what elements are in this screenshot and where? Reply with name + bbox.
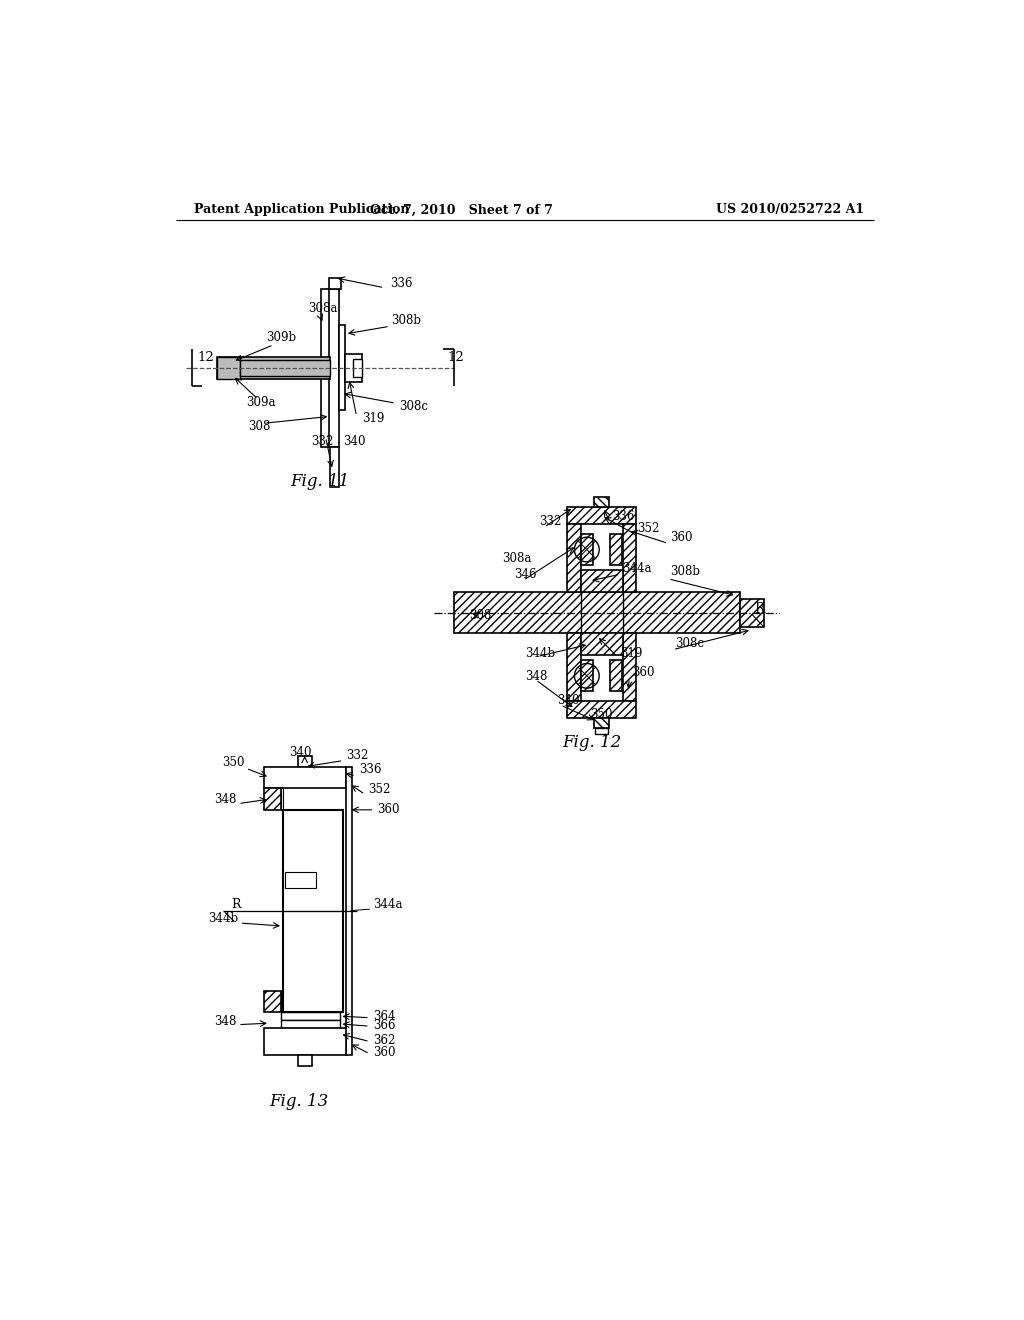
Bar — [217, 358, 241, 379]
Bar — [567, 634, 582, 701]
Bar — [281, 1020, 340, 1028]
Bar — [339, 326, 345, 411]
Bar — [329, 277, 341, 289]
Bar — [346, 767, 352, 1056]
Text: 332: 332 — [346, 750, 369, 763]
Text: 336: 336 — [390, 277, 413, 289]
Bar — [624, 524, 636, 591]
Text: 336: 336 — [612, 510, 635, 523]
Text: 340: 340 — [343, 436, 366, 449]
Bar — [610, 660, 622, 692]
Text: 319: 319 — [621, 647, 642, 660]
Text: 344a: 344a — [623, 561, 652, 574]
Text: 350: 350 — [222, 755, 245, 768]
Text: 308a: 308a — [503, 552, 531, 565]
Text: 308c: 308c — [675, 638, 705, 649]
Bar — [281, 788, 283, 809]
Text: 332: 332 — [311, 436, 333, 449]
Text: R: R — [231, 898, 241, 911]
Text: 362: 362 — [373, 1034, 395, 1047]
Bar — [285, 873, 315, 887]
Bar — [582, 535, 593, 565]
Text: 332: 332 — [539, 515, 561, 528]
Bar — [298, 1056, 311, 1067]
Text: 309a: 309a — [247, 396, 276, 409]
Text: 340: 340 — [289, 746, 311, 759]
Text: 352: 352 — [369, 783, 390, 796]
Bar — [217, 358, 330, 379]
Text: 308b: 308b — [391, 314, 422, 326]
Bar — [454, 591, 740, 634]
Text: 352: 352 — [637, 521, 659, 535]
Bar — [263, 788, 281, 809]
Text: 12: 12 — [447, 351, 464, 363]
Bar — [298, 756, 311, 767]
Bar — [567, 701, 636, 718]
Text: Oct. 7, 2010   Sheet 7 of 7: Oct. 7, 2010 Sheet 7 of 7 — [370, 203, 553, 216]
Text: 348: 348 — [524, 671, 547, 684]
Text: 308b: 308b — [671, 565, 700, 578]
Text: Fig. 13: Fig. 13 — [269, 1093, 328, 1110]
Bar — [594, 718, 609, 729]
Text: US 2010/0252722 A1: US 2010/0252722 A1 — [716, 203, 864, 216]
Text: 360: 360 — [632, 667, 654, 680]
Bar — [582, 660, 593, 692]
Text: 308a: 308a — [308, 302, 337, 315]
Bar — [595, 729, 607, 734]
Text: 366: 366 — [373, 1019, 395, 1032]
Bar — [263, 767, 346, 788]
Text: Fig. 11: Fig. 11 — [291, 474, 350, 490]
Bar — [610, 535, 622, 565]
Bar — [281, 991, 283, 1012]
Text: 340: 340 — [557, 694, 580, 708]
Bar — [281, 1012, 340, 1020]
Text: Fig. 12: Fig. 12 — [562, 734, 622, 751]
Bar — [241, 360, 330, 376]
Text: 360: 360 — [378, 803, 400, 816]
Bar — [328, 289, 339, 447]
Text: 309b: 309b — [266, 331, 296, 345]
Text: 364: 364 — [373, 1010, 395, 1023]
Bar — [624, 634, 636, 701]
Text: Patent Application Publication: Patent Application Publication — [194, 203, 410, 216]
Text: 308: 308 — [248, 420, 270, 433]
Bar — [263, 1028, 346, 1056]
Text: 348: 348 — [214, 792, 237, 805]
Text: 344: 344 — [288, 874, 312, 887]
Text: 12: 12 — [198, 351, 214, 363]
Bar — [582, 634, 624, 655]
Text: 350: 350 — [590, 708, 612, 721]
Text: 346: 346 — [514, 568, 537, 581]
Bar — [330, 447, 339, 487]
Text: 308: 308 — [469, 609, 492, 622]
Text: 308c: 308c — [399, 400, 428, 413]
Bar — [594, 498, 609, 507]
Text: 348: 348 — [214, 1015, 237, 1028]
Bar — [283, 810, 343, 1012]
Text: 336: 336 — [359, 763, 382, 776]
Bar — [352, 359, 362, 378]
Text: 319: 319 — [362, 412, 384, 425]
Bar — [582, 570, 624, 591]
Bar — [567, 524, 582, 591]
Text: 344b: 344b — [208, 912, 238, 925]
Bar — [740, 599, 764, 627]
Bar — [263, 991, 281, 1012]
Text: 344a: 344a — [373, 898, 402, 911]
Text: R: R — [755, 602, 765, 616]
Bar — [345, 354, 362, 381]
Bar — [281, 788, 346, 809]
Text: 344b: 344b — [524, 647, 555, 660]
Bar — [321, 289, 329, 447]
Bar — [567, 507, 636, 524]
Text: 360: 360 — [671, 531, 693, 544]
Text: 360: 360 — [373, 1045, 395, 1059]
